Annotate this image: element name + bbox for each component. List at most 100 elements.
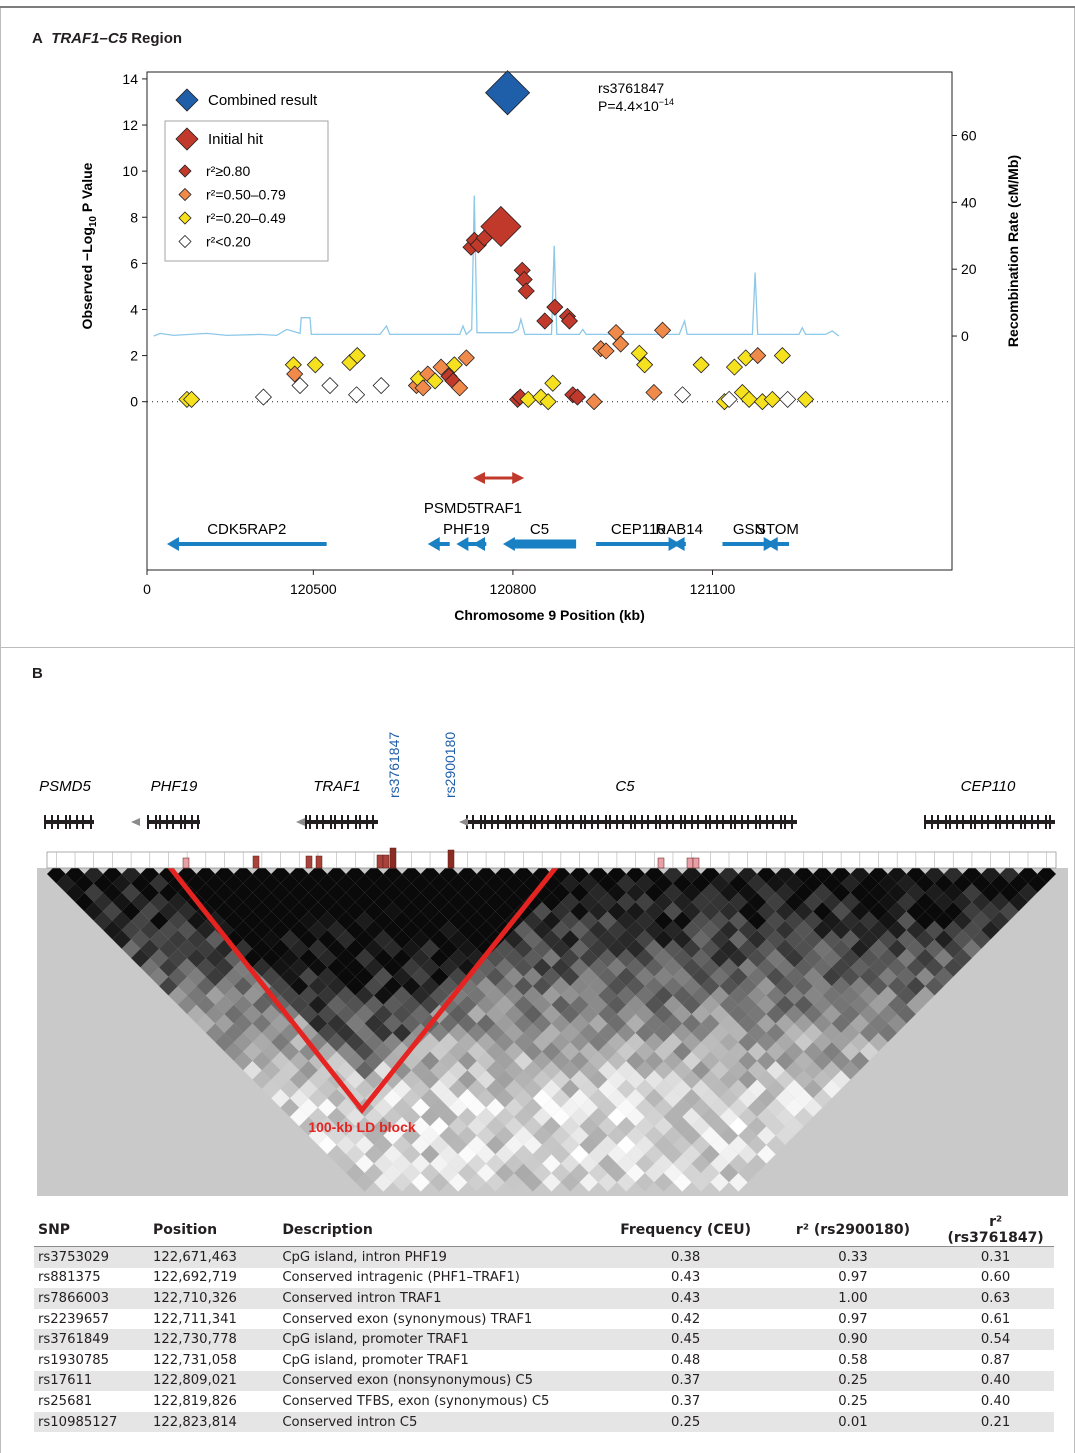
ld-cell (794, 1088, 814, 1108)
ld-cell (981, 864, 1000, 884)
table-cell: rs7866003 (34, 1288, 150, 1309)
ld-cell (495, 939, 515, 959)
ld-cell (402, 995, 421, 1015)
y2-tick-label: 0 (961, 328, 969, 344)
gene-exon (634, 815, 636, 829)
ld-cell (607, 902, 627, 921)
table-cell: 122,731,058 (153, 1352, 237, 1368)
ld-cell (336, 967, 356, 987)
ld-cell (644, 1126, 664, 1145)
ld-cell (430, 986, 449, 1005)
y2-tick-label: 20 (961, 261, 977, 277)
ld-cell (308, 958, 328, 977)
ld-cell (570, 1107, 589, 1127)
gene-exon (659, 815, 661, 829)
ld-cell (448, 1079, 468, 1099)
gene-exon (605, 815, 607, 829)
ld-cell (373, 967, 393, 987)
ld-cell (607, 1163, 627, 1183)
ld-cell (598, 1098, 617, 1117)
ld-cell (644, 883, 664, 903)
table-header-cell: SNP (34, 1214, 150, 1247)
ld-cell (682, 864, 701, 884)
ld-cell (177, 902, 197, 921)
ld-cell (691, 1060, 711, 1080)
ld-cell (542, 1060, 561, 1080)
ld-cell (84, 883, 104, 903)
ld-cell (495, 864, 515, 884)
ld-cell (700, 902, 720, 921)
ld-cell (532, 1088, 552, 1108)
ld-cell (766, 874, 786, 893)
ld-cell (915, 986, 935, 1005)
ld-cell (336, 1042, 356, 1061)
ld-gene-label: TRAF1 (313, 778, 361, 795)
snp-point (445, 356, 463, 374)
ld-cell (719, 920, 739, 940)
gene-exon (491, 815, 493, 829)
ld-cell (392, 1116, 412, 1136)
snp-point (612, 335, 630, 353)
ld-cell (859, 892, 879, 912)
ld-cell (261, 1023, 281, 1043)
ld-cell (906, 902, 926, 921)
ld-cell (299, 1004, 318, 1024)
ld-cell (271, 939, 290, 959)
ld-cell (654, 1098, 673, 1117)
gene-exon (666, 815, 668, 829)
snp-point (737, 349, 755, 367)
ld-cell (168, 948, 188, 968)
ld-cell (271, 864, 290, 884)
gene-exon (981, 815, 983, 829)
gene-arrow-head (166, 537, 179, 551)
ld-cell (700, 1107, 720, 1127)
table-row: rs2239657 122,711,341 Conserved exon (syno… (34, 1309, 1054, 1330)
ld-cell (495, 995, 515, 1015)
ld-cell (672, 1154, 692, 1173)
ld-cell (420, 1051, 440, 1071)
ld-cell (925, 920, 944, 940)
ld-cell (616, 911, 636, 931)
table-header-row: SNP Position Description Frequency (CEU) r² … (34, 1214, 1054, 1247)
gene-exon (759, 815, 761, 829)
ld-cell (747, 1098, 767, 1117)
ld-cell (383, 976, 403, 996)
ld-cell (308, 883, 328, 903)
ld-cell (682, 1144, 701, 1164)
ld-cell (700, 1070, 720, 1089)
ld-cell (682, 1126, 701, 1145)
ld-cell (430, 1023, 449, 1043)
ld-cell (411, 1060, 431, 1080)
table-cell: 0.58 (838, 1352, 868, 1368)
ld-cell (430, 1116, 449, 1136)
ld-cell (532, 1163, 552, 1183)
gene-exon (956, 815, 958, 829)
ld-cell (906, 920, 926, 940)
ld-cell (159, 902, 178, 921)
gene-exon (999, 815, 1001, 829)
ld-cell (458, 958, 477, 977)
ld-cell (598, 1135, 617, 1155)
ld-plot: 100-kb LD block PSMD5 PHF19 TRAF1 C5 CEP110 rs… (37, 732, 1068, 1196)
ld-cell (458, 883, 477, 903)
gene-exon (780, 815, 782, 829)
gene-exon (716, 815, 718, 829)
ld-cell (168, 986, 188, 1005)
gene-exon (65, 815, 67, 829)
ld-cell (766, 892, 786, 912)
ld-cell (663, 864, 683, 884)
ld-cell (420, 902, 440, 921)
ld-cell (616, 1098, 636, 1117)
ld-cell (252, 995, 272, 1015)
ld-cell (542, 1098, 561, 1117)
ld-cell (869, 920, 888, 940)
ld-cell (327, 920, 346, 940)
ld-cell (486, 1079, 505, 1099)
ld-cell (467, 1004, 487, 1024)
ld-cell (775, 1126, 795, 1145)
ld-cell (140, 902, 160, 921)
ld-cell (579, 1135, 599, 1155)
gene-exon (987, 815, 989, 829)
ld-cell (691, 911, 711, 931)
ld-cell (738, 1107, 758, 1127)
